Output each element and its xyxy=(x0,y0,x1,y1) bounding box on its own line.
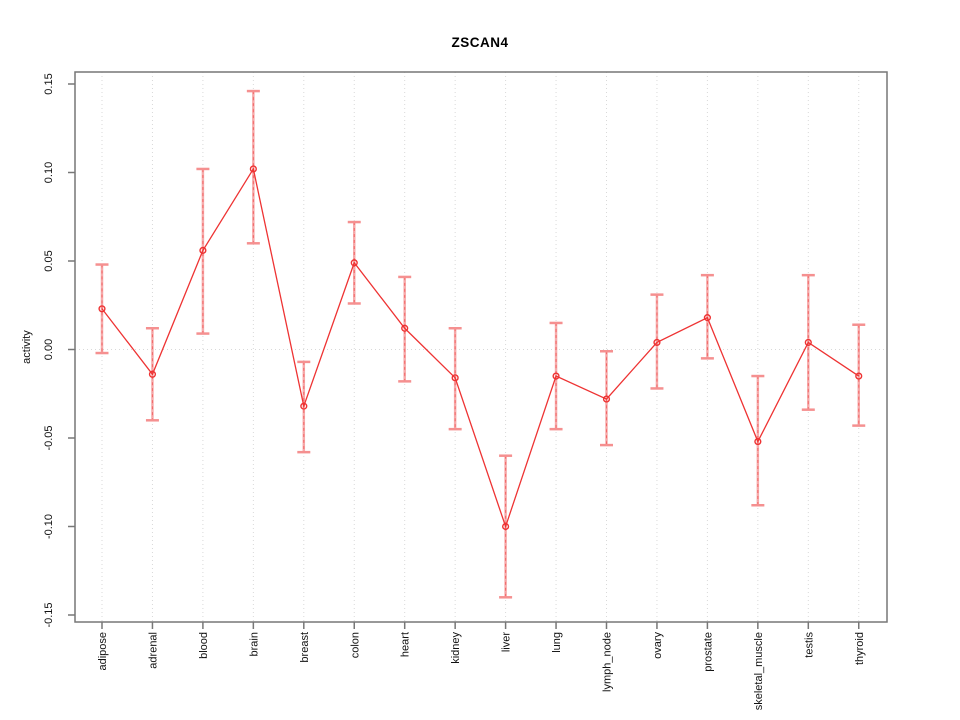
data-point xyxy=(602,395,611,403)
x-tick-label: ovary xyxy=(652,632,664,659)
data-point xyxy=(552,372,560,380)
x-tick-label: prostate xyxy=(702,632,714,672)
x-tick-label: kidney xyxy=(450,632,462,664)
y-tick-label: 0.10 xyxy=(43,162,55,183)
plot-border xyxy=(74,71,888,623)
data-point xyxy=(98,305,106,313)
x-tick-label: breast xyxy=(299,632,311,663)
x-tick-label: thyroid xyxy=(854,632,866,665)
x-tick-label: brain xyxy=(248,632,260,656)
data-point xyxy=(350,259,358,267)
chart-title: ZSCAN4 xyxy=(451,35,509,50)
x-tick-label: adipose xyxy=(97,632,109,671)
data-point xyxy=(148,370,157,378)
x-tick-label: skeletal_muscle xyxy=(753,632,765,710)
data-point xyxy=(249,165,257,173)
data-point xyxy=(502,522,510,531)
data-point xyxy=(401,324,409,332)
data-point xyxy=(451,374,459,382)
data-point xyxy=(754,437,762,446)
x-tick-label: blood xyxy=(198,632,210,659)
y-tick-label: -0.10 xyxy=(43,514,55,539)
data-point xyxy=(199,246,207,254)
series-line xyxy=(101,167,860,529)
y-tick-label: 0.15 xyxy=(43,73,55,94)
x-tick-label: liver xyxy=(501,632,513,653)
y-tick-label: -0.15 xyxy=(43,602,55,627)
x-tick-label: heart xyxy=(400,632,412,657)
x-tick-label: lymph_node xyxy=(602,632,614,692)
data-point xyxy=(300,402,308,410)
y-tick-label: 0.05 xyxy=(43,250,55,271)
data-point xyxy=(855,372,863,380)
x-tick-label: lung xyxy=(551,632,563,653)
y-tick-label: -0.05 xyxy=(43,425,55,450)
x-tick-label: colon xyxy=(349,632,361,658)
x-tick-label: adrenal xyxy=(147,632,159,669)
data-point xyxy=(703,314,712,322)
y-tick-label: 0.00 xyxy=(43,339,55,360)
data-point xyxy=(653,338,661,347)
x-tick-label: testis xyxy=(803,632,815,658)
data-point xyxy=(804,338,812,347)
